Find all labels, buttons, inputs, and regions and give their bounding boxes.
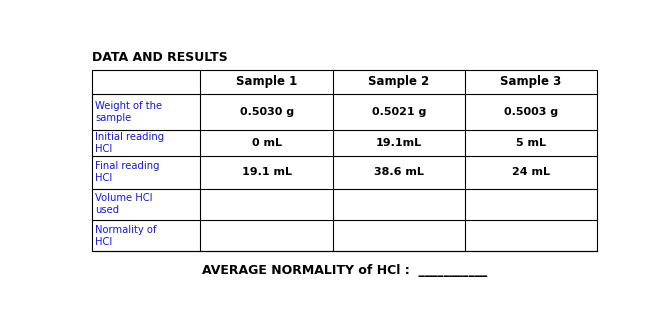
Text: Sample 2: Sample 2: [368, 75, 429, 88]
Text: 0.5030 g: 0.5030 g: [239, 107, 294, 117]
Text: 19.1mL: 19.1mL: [376, 138, 422, 148]
Text: 0 mL: 0 mL: [251, 138, 282, 148]
Text: 24 mL: 24 mL: [512, 167, 550, 177]
Text: DATA AND RESULTS: DATA AND RESULTS: [92, 51, 228, 64]
Text: 5 mL: 5 mL: [516, 138, 546, 148]
Bar: [92, 70, 597, 251]
Text: Initial reading
HCl: Initial reading HCl: [95, 132, 165, 154]
Text: AVERAGE NORMALITY of HCl :  ___________: AVERAGE NORMALITY of HCl : ___________: [202, 265, 487, 277]
Text: Normality of
HCl: Normality of HCl: [95, 225, 157, 246]
Text: Sample 3: Sample 3: [501, 75, 562, 88]
Text: Final reading
HCl: Final reading HCl: [95, 161, 160, 183]
Text: Sample 1: Sample 1: [236, 75, 297, 88]
Text: 38.6 mL: 38.6 mL: [374, 167, 424, 177]
Text: 19.1 mL: 19.1 mL: [242, 167, 292, 177]
Text: 0.5003 g: 0.5003 g: [504, 107, 558, 117]
Text: Volume HCl
used: Volume HCl used: [95, 193, 153, 215]
Text: 0.5021 g: 0.5021 g: [372, 107, 426, 117]
Text: Weight of the
sample: Weight of the sample: [95, 101, 163, 123]
